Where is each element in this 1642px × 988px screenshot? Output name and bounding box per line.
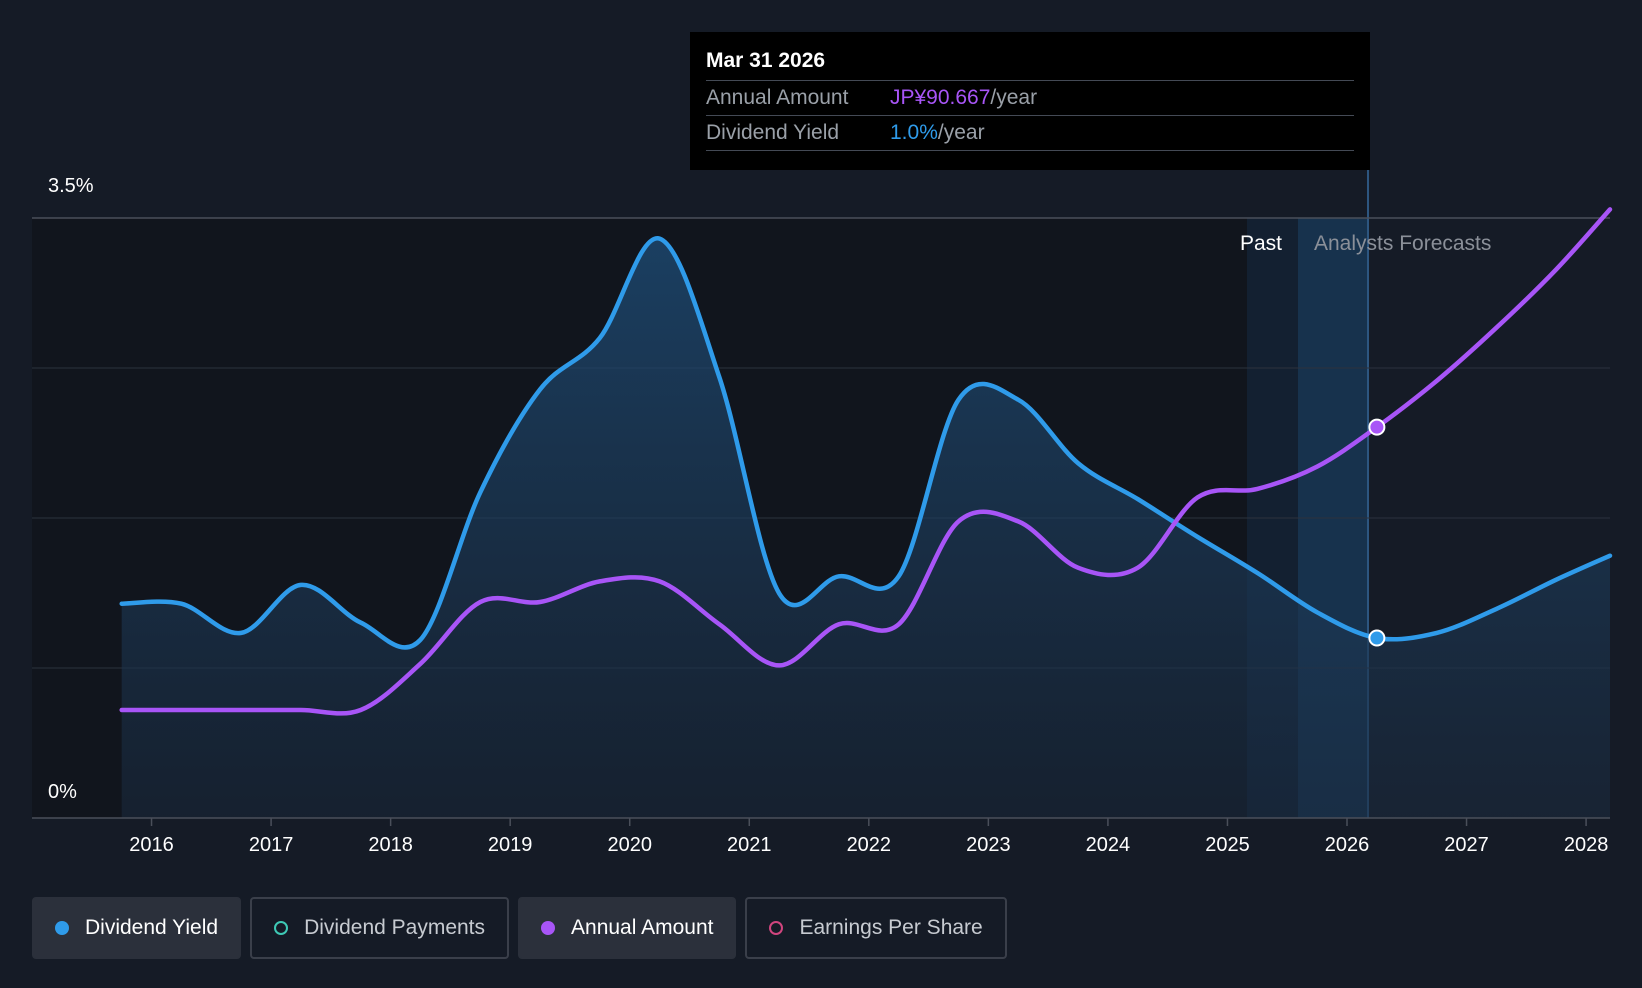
legend-label: Annual Amount — [571, 916, 714, 939]
x-tick-label: 2024 — [1086, 834, 1131, 856]
tooltip-label: Annual Amount — [706, 86, 849, 109]
x-axis-ticks: 2016 2017 2018 2019 2020 2021 2022 2023 2024 2025… — [129, 818, 1608, 856]
y-axis-labels: 3.5% 0% — [48, 175, 94, 803]
tooltip-row-dividend-yield: Dividend Yield 1.0% /year — [706, 116, 1354, 151]
x-tick-label: 2027 — [1444, 834, 1489, 856]
series-areas — [121, 238, 1611, 818]
y-tick-label: 0% — [48, 781, 77, 803]
x-tick-label: 2016 — [129, 834, 174, 856]
x-tick-label: 2028 — [1564, 834, 1609, 856]
x-tick-label: 2023 — [966, 834, 1011, 856]
legend-dividend-yield[interactable]: Dividend Yield — [32, 897, 242, 959]
dividend-yield-line — [119, 236, 1613, 650]
x-tick-label: 2025 — [1205, 834, 1250, 856]
dividend-yield-area — [121, 238, 1611, 818]
x-tick-label: 2020 — [607, 834, 652, 856]
y-tick-label: 3.5% — [48, 175, 94, 197]
tooltip-label: Dividend Yield — [706, 121, 840, 144]
past-label: Past — [1240, 232, 1282, 255]
x-tick-label: 2021 — [727, 834, 772, 856]
legend-dot-icon — [274, 921, 289, 935]
x-tick-label: 2019 — [488, 834, 533, 856]
chart-legend: Dividend Yield Dividend Payments Annual … — [32, 897, 1007, 959]
chart-tooltip: Mar 31 2026 Annual Amount JP¥90.667 /yea… — [690, 32, 1370, 170]
legend-dot-icon — [541, 921, 556, 935]
x-tick-label: 2018 — [368, 834, 413, 856]
x-tick-label: 2026 — [1325, 834, 1370, 856]
legend-annual-amount[interactable]: Annual Amount — [518, 897, 737, 959]
highlight-markers — [1368, 418, 1386, 647]
legend-dividend-payments[interactable]: Dividend Payments — [250, 897, 510, 959]
x-tick-label: 2017 — [249, 834, 294, 856]
x-tick-label: 2022 — [847, 834, 892, 856]
dividend-yield-marker — [1368, 629, 1386, 647]
tooltip-row-annual-amount: Annual Amount JP¥90.667 /year — [706, 81, 1354, 116]
legend-dot-icon — [769, 921, 784, 935]
legend-dot-icon — [55, 921, 69, 935]
tooltip-value: 1.0% — [890, 121, 938, 144]
tooltip-date: Mar 31 2026 — [706, 46, 1354, 81]
legend-label: Dividend Yield — [85, 916, 219, 939]
tooltip-value: JP¥90.667 — [890, 86, 991, 109]
legend-label: Dividend Payments — [304, 916, 486, 939]
tooltip-unit: /year — [937, 121, 985, 144]
annual-amount-marker — [1368, 418, 1386, 436]
tooltip-unit: /year — [990, 86, 1038, 109]
forecast-label: Analysts Forecasts — [1314, 232, 1491, 255]
legend-label: Earnings Per Share — [799, 916, 983, 939]
legend-earnings-per-share[interactable]: Earnings Per Share — [745, 897, 1007, 959]
